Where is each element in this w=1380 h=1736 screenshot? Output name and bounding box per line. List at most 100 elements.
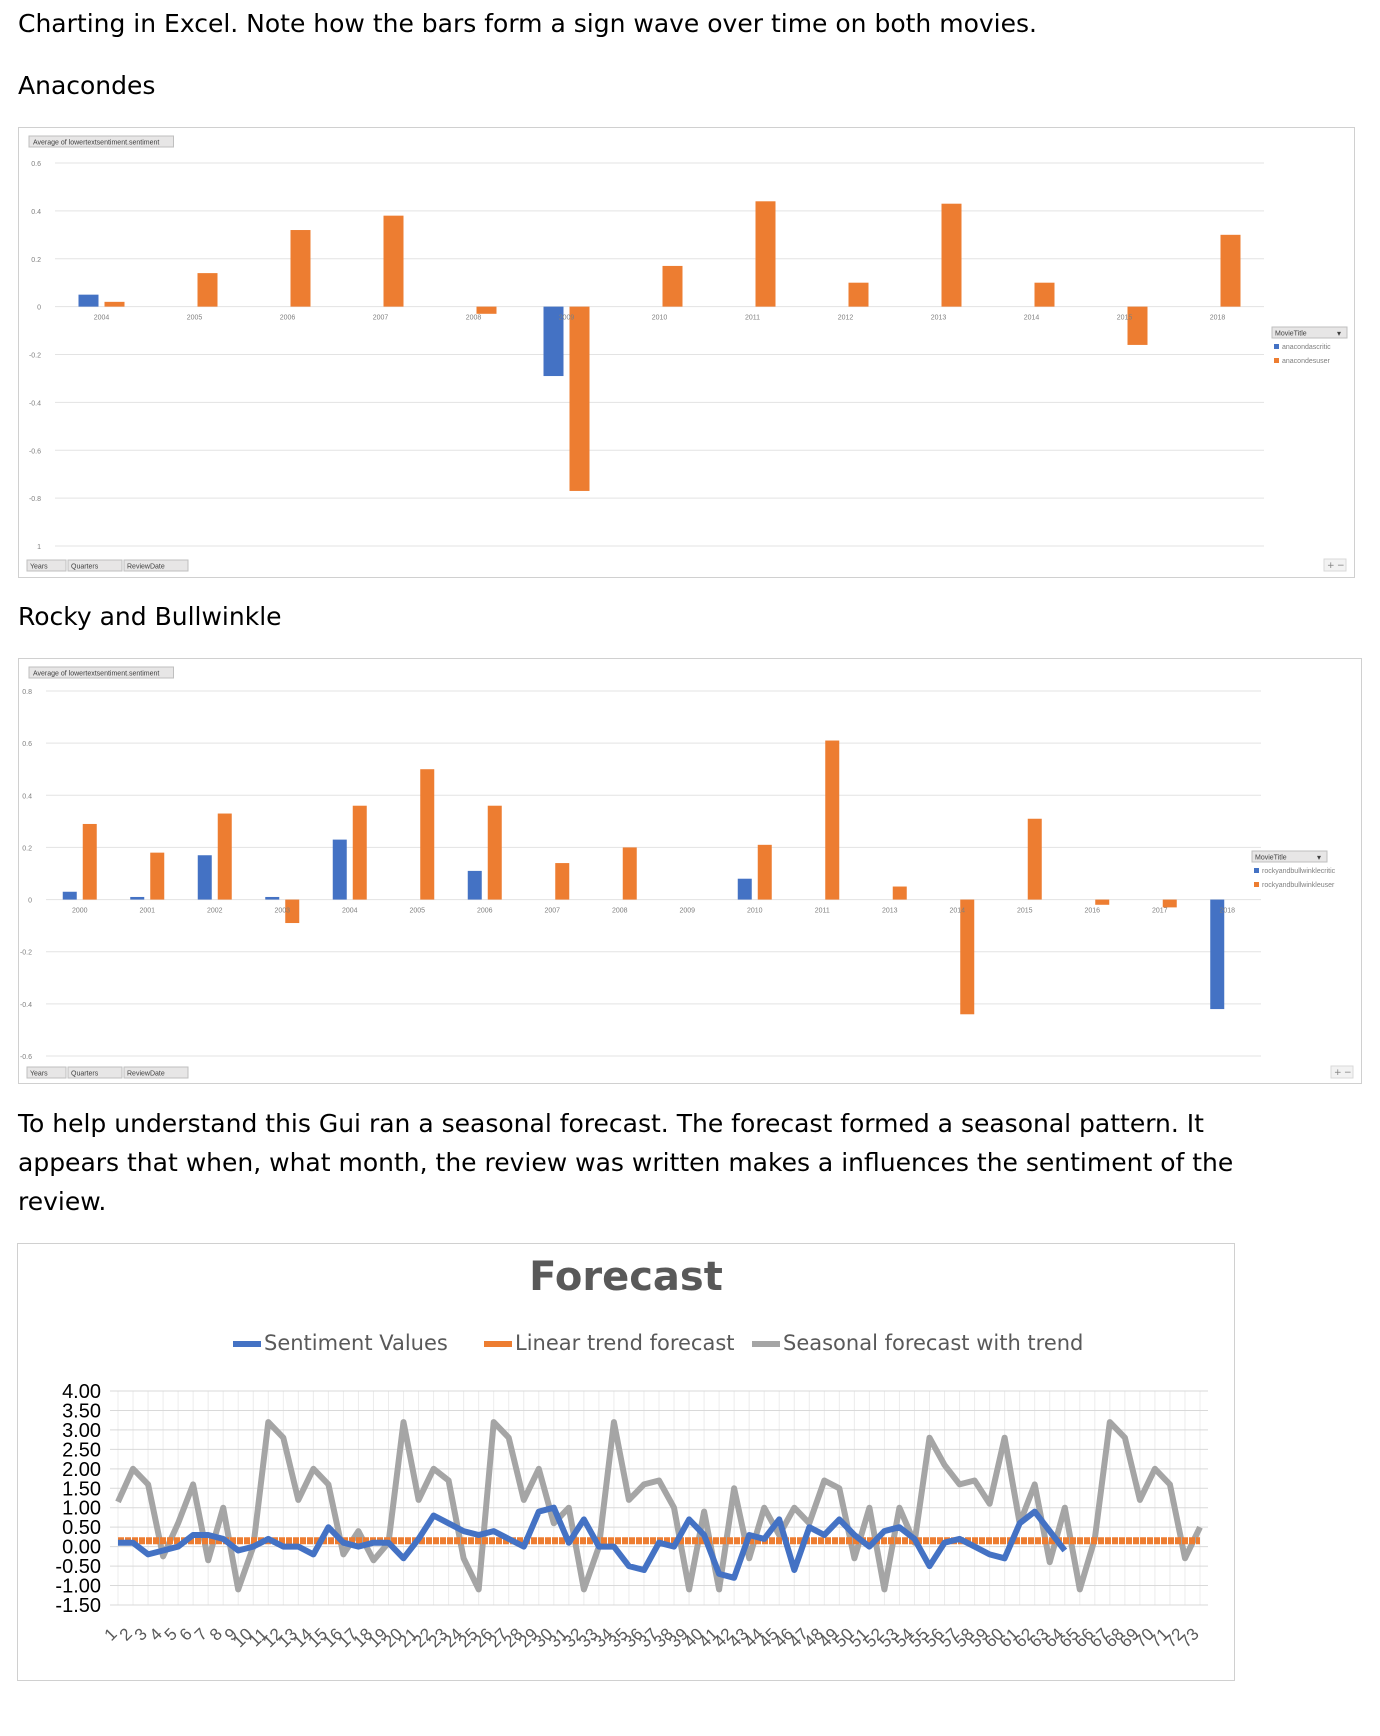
x-tick-label: 2017 [1152,908,1168,915]
legend-swatch-1 [484,1341,512,1347]
bar-rockyandbullwinkleuser [825,740,840,900]
axis-field-label: Quarters [71,1071,99,1078]
x-tick-label: 2018 [1210,315,1226,322]
y-tick-label: 0.2 [22,845,32,852]
y-tick-label: 1 [37,544,41,551]
y-tick-label: 2.50 [62,1439,101,1461]
axis-field-label: Quarters [71,564,99,571]
x-tick-label: 2004 [342,908,358,915]
bar-anacondesuser [569,306,590,491]
zoom-minus-icon: − [1337,561,1345,571]
x-tick-label: 2015 [1117,315,1133,322]
y-tick-label: 0.50 [62,1517,101,1539]
bar-anacondesuser [755,201,776,307]
legend-swatch [1254,868,1259,873]
y-tick-label: 0 [37,305,41,312]
x-tick-label: 2015 [1017,908,1033,915]
x-tick-label: 2010 [652,315,668,322]
y-tick-label: 2.00 [62,1459,101,1481]
bar-rockyandbullwinkleuser [285,899,300,924]
bar-anacondesuser [1220,234,1241,307]
bar-anacondesuser [383,215,404,307]
axis-field-button [67,1066,123,1079]
x-tick-label: 2009 [679,908,695,915]
x-tick-label: 2007 [373,315,389,322]
bar-rockyandbullwinkleuser [1027,818,1042,900]
x-tick-label: 2002 [207,908,223,915]
legend-title-button [1271,326,1348,339]
forecast-chart-title: Forecast [529,1254,723,1300]
paragraph-line-1: To help understand this Gui ran a season… [18,1109,1204,1138]
y-tick-label: -0.4 [29,400,41,407]
y-tick-label: 0 [28,898,32,905]
x-tick-label: 2018 [1219,908,1235,915]
forecast-chart-svg: Sentiment Values Linear trend forecast Sea… [55,1331,1208,1651]
x-tick-label: 2008 [612,908,628,915]
y-tick-label: -0.2 [20,950,32,957]
bar-rockyandbullwinklecritic [197,855,212,900]
bar-anacondesuser [197,273,218,307]
section-title-rocky: Rocky and Bullwinkle [18,602,282,631]
bar-rockyandbullwinkleuser [487,805,502,900]
filter-icon: ▾ [1337,329,1341,338]
x-tick-label: 2003 [274,908,290,915]
x-tick-label: 2010 [747,908,763,915]
anacondes-pivot-chart[interactable]: Average of lowertextsentiment.sentiment 0… [18,127,1355,578]
bar-anacondesuser [290,230,311,307]
y-tick-label: 1.50 [62,1478,101,1500]
series-line-0 [118,1504,1068,1581]
axis-field-label: ReviewDate [127,1071,165,1078]
bar-rockyandbullwinklecritic [62,891,77,900]
y-tick-label: 4.00 [62,1381,101,1403]
legend-title-button [1251,850,1328,863]
legend-swatch [1274,344,1279,349]
legend-entry: Sentiment Values [264,1331,448,1355]
zoom-buttons [1330,1065,1354,1079]
legend-entry: Seasonal forecast with trend [783,1331,1083,1355]
legend-swatch-0 [233,1341,261,1347]
y-tick-label: 0.00 [62,1537,101,1559]
legend-entry: rockyandbullwinkleuser [1262,882,1335,889]
field-button-label: Average of lowertextsentiment.sentiment [33,671,159,678]
y-tick-label: 0.6 [22,741,32,748]
x-tick-label: 2006 [280,315,296,322]
bar-rockyandbullwinklecritic [332,839,347,900]
bar-anacondesuser [104,301,125,307]
field-button [28,135,174,148]
bar-anacondesuser [476,306,497,314]
y-tick-label: -0.2 [29,353,41,360]
bar-rockyandbullwinkleuser [622,847,637,900]
x-tick-label: 2001 [139,908,155,915]
legend-entry: Linear trend forecast [515,1331,735,1355]
x-tick-label: 2008 [466,315,482,322]
legend-title: MovieTitle [1255,855,1287,862]
field-button [28,666,174,679]
bar-anacondesuser [1034,282,1055,307]
axis-field-label: Years [30,564,48,571]
axis-field-button [67,559,123,572]
y-tick-label: 0.4 [31,209,41,216]
axis-field-label: Years [30,1071,48,1078]
axis-field-button [26,1066,67,1079]
bar-rockyandbullwinkleuser [420,769,435,900]
rocky-pivot-chart[interactable]: Average of lowertextsentiment.sentiment 0… [18,658,1362,1084]
bar-rockyandbullwinkleuser [1095,899,1110,905]
bar-rockyandbullwinkleuser [1162,899,1177,908]
x-tick-label: 2014 [949,908,965,915]
forecast-chart[interactable]: Forecast Sentiment Values Linear trend fo… [17,1243,1235,1681]
bar-rockyandbullwinkleuser [555,863,570,900]
zoom-plus-icon: + [1334,1068,1342,1078]
y-tick-label: -1.50 [55,1595,101,1617]
x-tick-label: 2014 [1024,315,1040,322]
bar-rockyandbullwinkleuser [217,813,232,900]
zoom-plus-icon: + [1327,561,1335,571]
x-tick-label: 2000 [72,908,88,915]
bar-anacondesuser [662,265,683,307]
y-tick-label: 0.8 [22,689,32,696]
anacondes-chart-svg: Average of lowertextsentiment.sentiment 0… [26,135,1348,572]
bar-anacondesuser [848,282,869,307]
y-tick-label: -1.00 [55,1576,101,1598]
y-tick-label: -0.6 [29,448,41,455]
intro-text: Charting in Excel. Note how the bars for… [18,9,1037,38]
bar-anacondascritic [78,294,99,307]
